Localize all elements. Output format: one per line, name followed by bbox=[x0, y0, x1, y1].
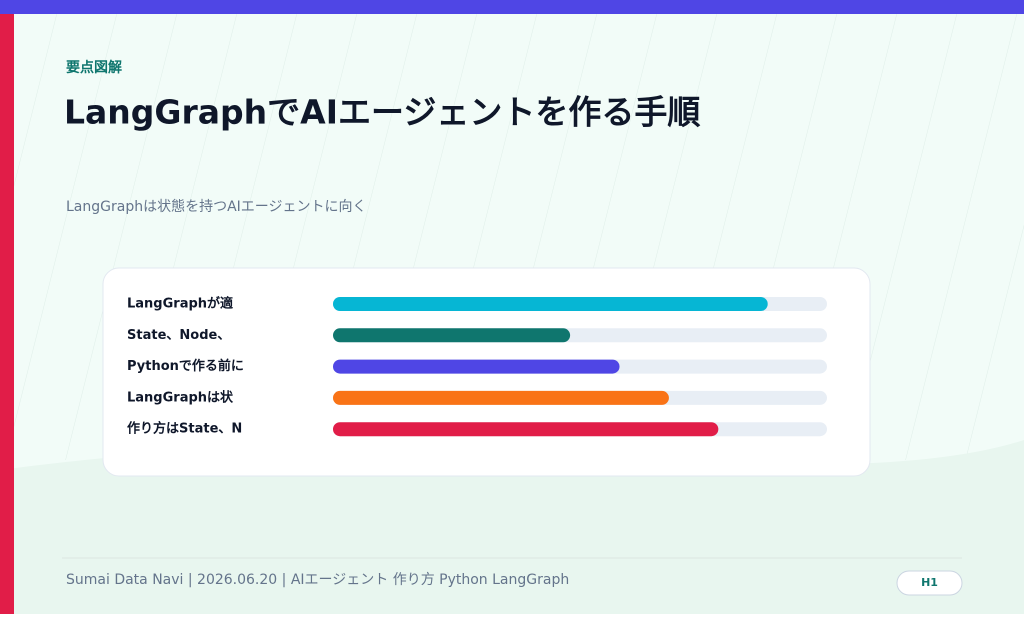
side-bar bbox=[0, 14, 14, 614]
bar bbox=[333, 297, 768, 311]
subtitle: LangGraphは状態を持つAIエージェントに向く bbox=[66, 199, 367, 215]
badge-label: H1 bbox=[921, 576, 938, 589]
bar bbox=[333, 359, 620, 374]
badge bbox=[896, 570, 963, 596]
bars: LangGraphが適 State、Node、 Pythonで作る前に LangGra… bbox=[127, 296, 827, 437]
category-label: State、Node、 bbox=[127, 328, 230, 343]
bar bbox=[333, 328, 571, 343]
top-bar bbox=[0, 0, 1024, 14]
category-label: LangGraphが適 bbox=[127, 296, 233, 312]
bar bbox=[333, 422, 719, 437]
category-label: Pythonで作る前に bbox=[127, 358, 244, 374]
wave bbox=[0, 440, 1024, 614]
chart-title: LangGraphでAIエージェントを作る手順 bbox=[64, 93, 700, 132]
footer: Sumai Data Navi | 2026.06.20 | AIエージェント … bbox=[66, 572, 569, 588]
kicker: 要点図解 bbox=[66, 59, 122, 76]
category-label: LangGraphは状 bbox=[127, 389, 234, 405]
bar bbox=[333, 390, 669, 405]
category-label: 作り方はState、N bbox=[127, 421, 242, 437]
